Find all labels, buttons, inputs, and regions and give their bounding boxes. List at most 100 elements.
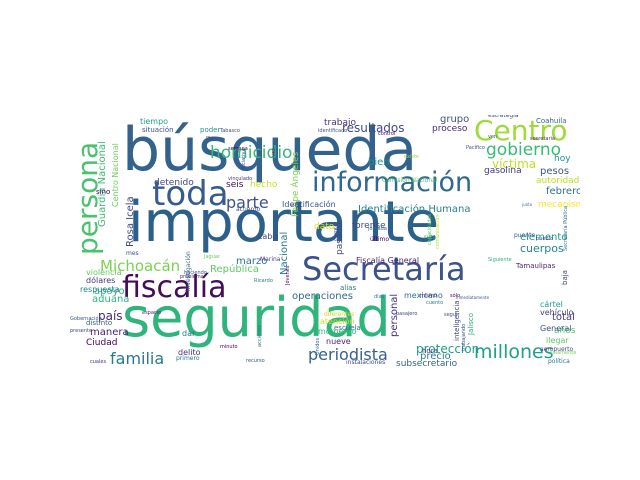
word: cuento [426,300,444,306]
word: gobierno [486,140,562,160]
word: Centro [474,115,568,147]
word: escuela [334,324,361,332]
word: sino [96,188,111,196]
word: seis [226,180,244,190]
word: familia [110,349,165,368]
word: dar [182,329,196,338]
word: República [210,264,259,275]
word: presente [70,328,93,334]
word: semana [228,146,248,152]
word: mismo [420,293,437,299]
word: Michoacán [100,257,181,275]
word: hecho [250,180,278,190]
word: distinto [86,319,113,327]
word: Identificación [282,200,336,209]
word: acciones [257,325,263,347]
word: grupo [440,115,470,125]
word: mexicano [404,291,443,300]
word: elemento [520,232,568,243]
word: cabo [258,232,278,241]
word: minuto [220,344,238,350]
word: dato [314,222,335,232]
word: apoyo [94,286,125,297]
word: Ciudad [86,338,118,348]
word: parte [226,193,269,212]
word: respuesta [80,285,120,294]
word: dólares [86,276,116,285]
word: Siguiente [488,257,512,263]
word: febrero [546,186,580,197]
word: días [374,294,385,300]
word: último [370,236,390,243]
word: situación [142,126,174,134]
word: tiempo [140,117,169,126]
word: proceso [432,124,468,134]
word: problema [180,274,204,280]
word: existe [404,154,419,160]
word: Plan [206,136,217,142]
word: pesos [540,166,570,177]
word: identificado [318,128,348,134]
word: Rosa Icela [125,196,136,247]
word: mecanismo [538,200,580,210]
word: instalaciones [346,359,386,366]
word: control [378,131,396,137]
word: estrategia [488,115,519,119]
word: total [552,312,575,323]
word: Guardia Nacional [97,141,108,227]
word: cuerpos [520,242,564,255]
word: junto [522,202,533,207]
word: violencia [86,268,122,277]
word: haciendo [184,270,207,276]
word: política [548,358,570,365]
word: información [312,167,473,198]
word: alias [340,284,357,292]
word: Centro Nacional [111,143,120,207]
word: inteligencia [453,300,461,341]
word: millones [474,341,554,363]
word: Marina [260,256,281,263]
word: Secretaría [302,250,466,288]
word: país [98,309,123,323]
word: nueve [326,337,351,346]
word: atención [320,317,355,326]
word: vinculado [228,176,253,182]
word: Tamaulipas [516,262,556,270]
word: seguridad [122,286,391,349]
word: General [540,324,572,333]
word: vez [271,148,277,157]
word: aeropuerto [540,346,574,353]
word: pasajero [396,311,418,317]
word: Secretaría Pública [563,205,569,251]
word: cuales [90,359,107,365]
word: acuerdo [236,206,261,213]
word: pueblo [536,236,554,242]
word: cártel [540,300,563,309]
word: capacidades [427,213,433,245]
word: poder [200,126,221,134]
word: Jaguar [204,254,221,260]
word: Ricardo [254,278,273,284]
word: detenido [154,178,194,188]
word: delito [178,348,201,357]
word: ruta [424,234,437,241]
word: ven [488,134,498,140]
word: sólo [450,293,461,299]
word: homicidio [210,143,293,163]
word: baja [561,270,569,285]
word: hoy [554,154,571,164]
word: aduana [92,294,130,305]
word: momento [318,327,357,336]
word: hora [422,347,438,355]
word: secretaria [530,136,555,142]
word: víctima [492,157,537,171]
word: vehículo [540,308,574,317]
word: Coahuila [536,117,567,125]
word: trabajando [461,323,467,351]
word: autoridades [536,176,580,186]
word: bien [368,157,390,168]
word: resultados [342,121,405,135]
word: seguir [444,312,460,318]
word: recurso [246,358,265,364]
word: Tabasco [220,128,240,134]
